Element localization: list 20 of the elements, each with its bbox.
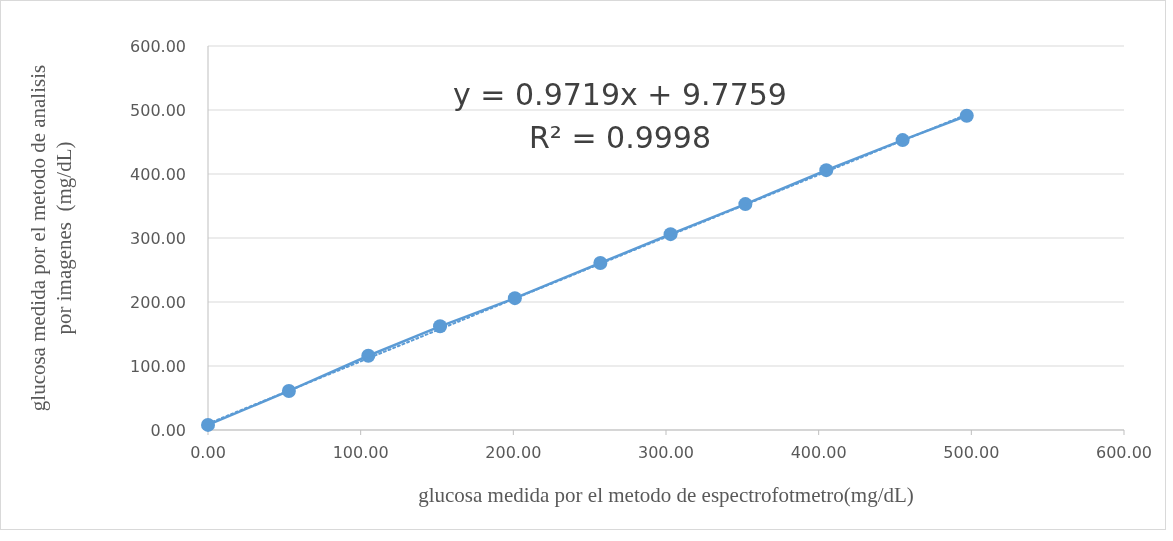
annotation: y = 0.9719x + 9.7759 [453, 77, 787, 112]
y-tick-label: 600.00 [130, 37, 186, 56]
x-tick-label: 500.00 [943, 443, 1000, 462]
y-axis-title: glucosa medida por el metodo de analisis por imagenes (mg/dL) [26, 64, 76, 412]
x-tick-label: 300.00 [638, 443, 694, 462]
y-tick-label: 100.00 [130, 357, 186, 376]
y-tick-label: 300.00 [130, 229, 186, 248]
x-tick-label: 100.00 [332, 443, 389, 462]
y-tick-label: 0.00 [150, 421, 186, 440]
x-tick-label: 600.00 [1096, 443, 1152, 462]
annotation: R² = 0.9998 [528, 120, 712, 155]
point [201, 417, 215, 432]
x-tick-label: 200.00 [485, 443, 542, 462]
x-tick-label: 400.00 [790, 443, 847, 462]
y-tick-label: 500.00 [130, 101, 186, 120]
x-axis-title: glucosa medida por el metodo de espectrofotmetro(mg/dL) [418, 483, 914, 507]
point [959, 108, 974, 123]
y-tick-label: 200.00 [130, 293, 186, 312]
y-tick-label: 400.00 [130, 165, 186, 184]
x-tick-label: 0.00 [190, 443, 226, 462]
